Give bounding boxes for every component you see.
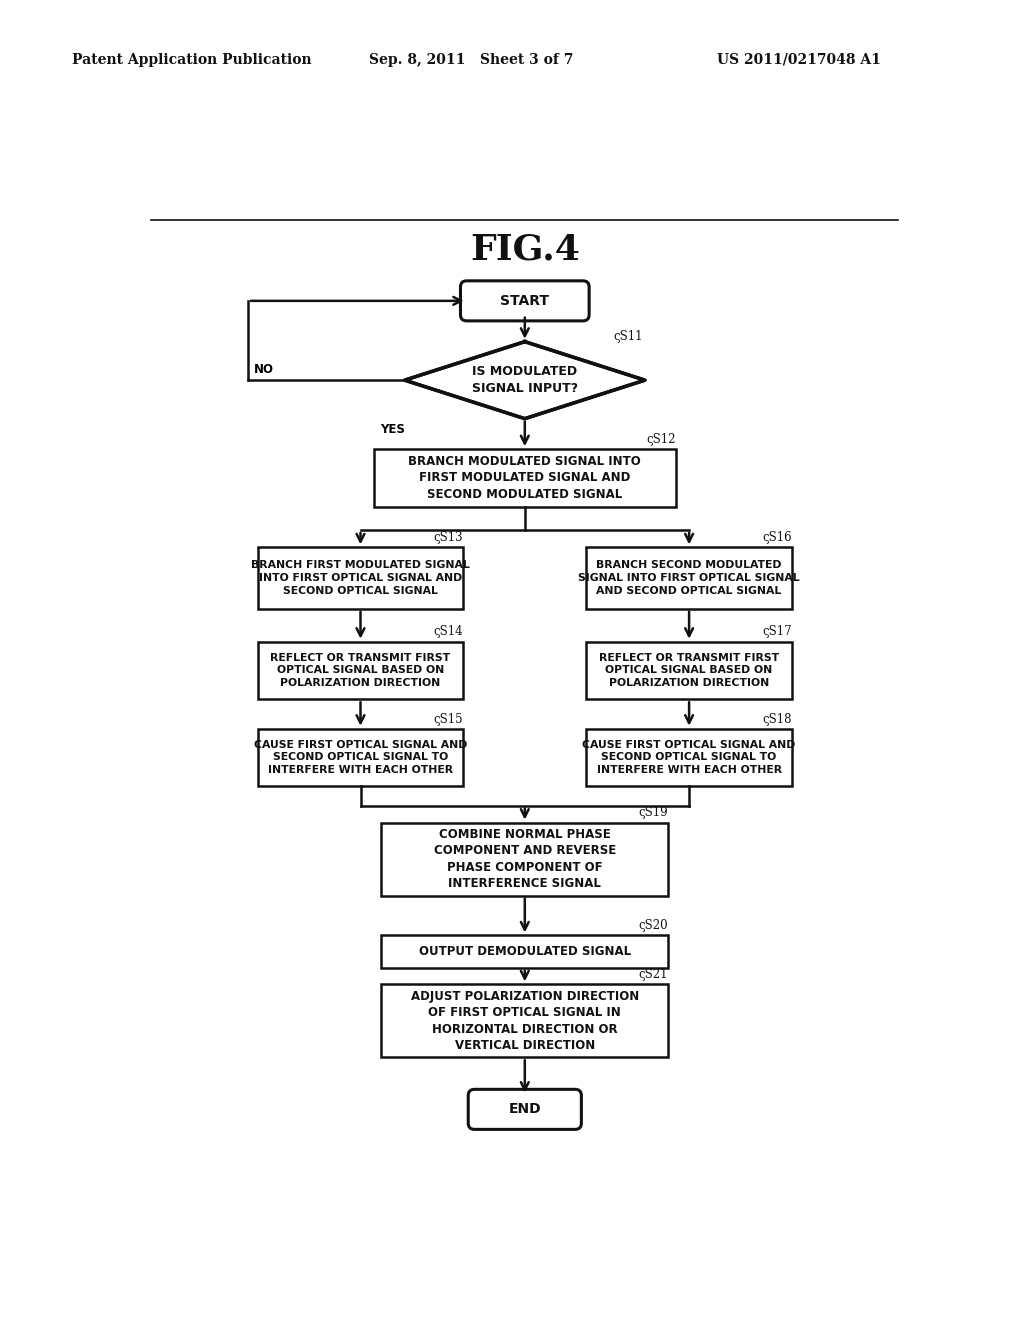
Text: ςS11: ςS11 [613, 330, 643, 343]
Text: ςS21: ςS21 [639, 968, 669, 981]
Text: Patent Application Publication: Patent Application Publication [72, 53, 311, 67]
Text: COMBINE NORMAL PHASE
COMPONENT AND REVERSE
PHASE COMPONENT OF
INTERFERENCE SIGNA: COMBINE NORMAL PHASE COMPONENT AND REVER… [434, 828, 615, 891]
Polygon shape [404, 342, 645, 418]
FancyBboxPatch shape [468, 1089, 582, 1130]
Text: OUTPUT DEMODULATED SIGNAL: OUTPUT DEMODULATED SIGNAL [419, 945, 631, 958]
Text: YES: YES [380, 424, 404, 437]
Bar [374, 449, 676, 507]
Text: US 2011/0217048 A1: US 2011/0217048 A1 [717, 53, 881, 67]
Text: BRANCH FIRST MODULATED SIGNAL
INTO FIRST OPTICAL SIGNAL AND
SECOND OPTICAL SIGNA: BRANCH FIRST MODULATED SIGNAL INTO FIRST… [251, 560, 470, 595]
Text: ςS16: ςS16 [762, 531, 792, 544]
Text: REFLECT OR TRANSMIT FIRST
OPTICAL SIGNAL BASED ON
POLARIZATION DIRECTION: REFLECT OR TRANSMIT FIRST OPTICAL SIGNAL… [270, 652, 451, 688]
Text: NO: NO [254, 363, 274, 376]
Text: FIG.4: FIG.4 [470, 232, 580, 267]
Text: BRANCH SECOND MODULATED
SIGNAL INTO FIRST OPTICAL SIGNAL
AND SECOND OPTICAL SIGN: BRANCH SECOND MODULATED SIGNAL INTO FIRS… [579, 560, 800, 595]
Bar [587, 642, 792, 700]
Text: CAUSE FIRST OPTICAL SIGNAL AND
SECOND OPTICAL SIGNAL TO
INTERFERE WITH EACH OTHE: CAUSE FIRST OPTICAL SIGNAL AND SECOND OP… [254, 739, 467, 775]
Text: ςS15: ςS15 [433, 713, 463, 726]
Bar [258, 729, 463, 787]
Text: ADJUST POLARIZATION DIRECTION
OF FIRST OPTICAL SIGNAL IN
HORIZONTAL DIRECTION OR: ADJUST POLARIZATION DIRECTION OF FIRST O… [411, 990, 639, 1052]
Text: ςS20: ςS20 [639, 919, 669, 932]
Bar [258, 642, 463, 700]
Text: ςS18: ςS18 [762, 713, 792, 726]
Text: ςS14: ςS14 [433, 626, 463, 639]
Text: Sep. 8, 2011   Sheet 3 of 7: Sep. 8, 2011 Sheet 3 of 7 [369, 53, 573, 67]
FancyBboxPatch shape [461, 281, 589, 321]
Text: ςS12: ςS12 [646, 433, 676, 446]
Text: BRANCH MODULATED SIGNAL INTO
FIRST MODULATED SIGNAL AND
SECOND MODULATED SIGNAL: BRANCH MODULATED SIGNAL INTO FIRST MODUL… [409, 455, 641, 502]
Text: START: START [501, 294, 549, 308]
Text: REFLECT OR TRANSMIT FIRST
OPTICAL SIGNAL BASED ON
POLARIZATION DIRECTION: REFLECT OR TRANSMIT FIRST OPTICAL SIGNAL… [599, 652, 779, 688]
Bar [381, 822, 669, 896]
Bar [381, 985, 669, 1057]
Text: END: END [509, 1102, 541, 1117]
Bar [587, 729, 792, 787]
Text: ςS19: ςS19 [639, 807, 669, 820]
Text: CAUSE FIRST OPTICAL SIGNAL AND
SECOND OPTICAL SIGNAL TO
INTERFERE WITH EACH OTHE: CAUSE FIRST OPTICAL SIGNAL AND SECOND OP… [583, 739, 796, 775]
Text: ςS17: ςS17 [762, 626, 792, 639]
Text: ςS13: ςS13 [433, 531, 463, 544]
Text: IS MODULATED
SIGNAL INPUT?: IS MODULATED SIGNAL INPUT? [472, 366, 578, 395]
Bar [258, 548, 463, 609]
Bar [587, 548, 792, 609]
Bar [381, 936, 669, 968]
